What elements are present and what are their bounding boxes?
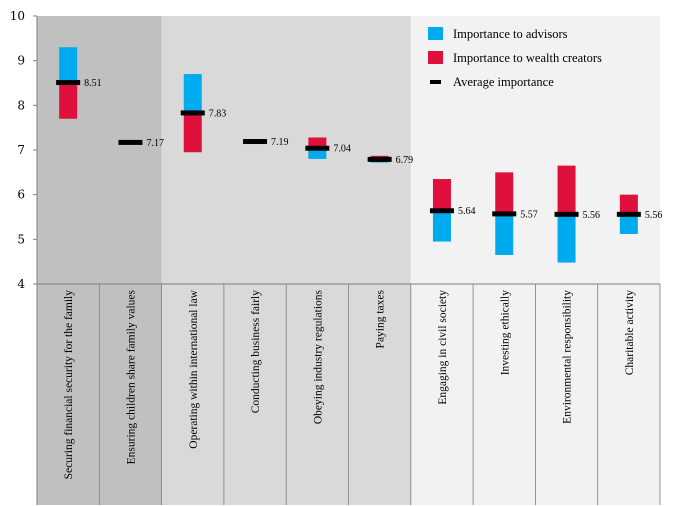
advisors-bar [557, 214, 576, 263]
advisors-bar [59, 47, 78, 83]
category-9: 5.56 [554, 165, 601, 263]
average-value-label: 5.56 [583, 210, 601, 221]
advisors-bar [308, 148, 327, 159]
y-tick-label: 4 [17, 277, 25, 291]
category-1: 8.51 [56, 47, 102, 119]
category-label: Conducting business fairly [250, 290, 262, 414]
category-7: 5.64 [429, 179, 476, 242]
legend-swatch [428, 51, 443, 64]
average-marker [118, 139, 143, 145]
wealth-creators-bar [59, 82, 78, 119]
average-marker [56, 80, 81, 86]
category-label: Operating within international law [188, 289, 200, 448]
y-tick-label: 5 [17, 232, 25, 246]
category-label: Securing financial security for the fami… [63, 290, 75, 480]
legend: Importance to advisors Importance to weal… [428, 27, 602, 89]
legend-swatch [430, 80, 441, 84]
average-marker [305, 145, 330, 151]
legend-label: Importance to wealth creators [453, 51, 602, 65]
wealth-creators-bar [495, 172, 514, 214]
y-tick-label: 7 [17, 143, 25, 157]
advisors-bar [183, 74, 202, 113]
average-value-label: 5.56 [645, 210, 663, 221]
legend-swatch [428, 27, 443, 40]
legend-item-average: Average importance [430, 75, 554, 89]
legend-label: Average importance [453, 75, 554, 89]
y-axis: 4 5 6 7 8 9 10 [10, 9, 660, 505]
average-marker [367, 156, 392, 162]
average-marker [243, 139, 268, 145]
average-value-label: 6.79 [396, 155, 414, 166]
average-marker [180, 110, 205, 116]
average-marker [492, 211, 517, 217]
bars: 8.51 7.17 7.83 7.19 7.04 6.79 5.64 5.57 5.56 5.56 [56, 47, 663, 263]
category-2: 7.17 [118, 138, 164, 149]
average-value-label: 7.17 [146, 138, 164, 149]
advisors-bar [619, 214, 638, 234]
average-value-label: 5.57 [520, 209, 538, 220]
wealth-creators-bar [557, 165, 576, 215]
average-marker [429, 208, 454, 214]
average-marker [554, 211, 579, 217]
advisors-bar [495, 213, 514, 255]
average-value-label: 8.51 [84, 78, 102, 89]
y-tick-label: 8 [17, 98, 25, 112]
group-backgrounds [36, 16, 661, 505]
category-label: Engaging in civil society [437, 290, 449, 405]
category-labels: Securing financial security for the fami… [63, 289, 636, 479]
legend-item-wealth_creators: Importance to wealth creators [428, 51, 602, 65]
category-label: Charitable activity [624, 290, 636, 376]
advisors-bar [432, 210, 451, 242]
y-tick-label: 10 [10, 9, 25, 23]
y-tick-label: 6 [17, 188, 25, 202]
category-3: 7.83 [180, 74, 227, 153]
category-6: 6.79 [367, 155, 414, 166]
category-label: Paying taxes [375, 289, 387, 348]
legend-item-advisors: Importance to advisors [428, 27, 568, 41]
wealth-creators-bar [619, 194, 638, 215]
category-label: Obeying industry regulations [312, 289, 324, 424]
y-tick-label: 9 [17, 54, 25, 68]
wealth-creators-bar [183, 112, 202, 153]
category-10: 5.56 [616, 194, 663, 234]
category-4: 7.19 [243, 137, 289, 148]
category-label: Environmental responsibility [562, 290, 574, 424]
legend-label: Importance to advisors [453, 27, 568, 41]
category-label: Ensuring children share family values [125, 289, 137, 464]
category-8: 5.57 [492, 172, 538, 255]
category-5: 7.04 [305, 137, 351, 159]
average-value-label: 7.83 [209, 108, 227, 119]
average-marker [616, 211, 641, 217]
wealth-creators-bar [308, 137, 327, 149]
average-value-label: 7.19 [271, 137, 289, 148]
category-label: Investing ethically [499, 290, 511, 376]
average-value-label: 7.04 [333, 144, 351, 155]
average-value-label: 5.64 [458, 206, 476, 217]
wealth-creators-bar [432, 179, 451, 211]
